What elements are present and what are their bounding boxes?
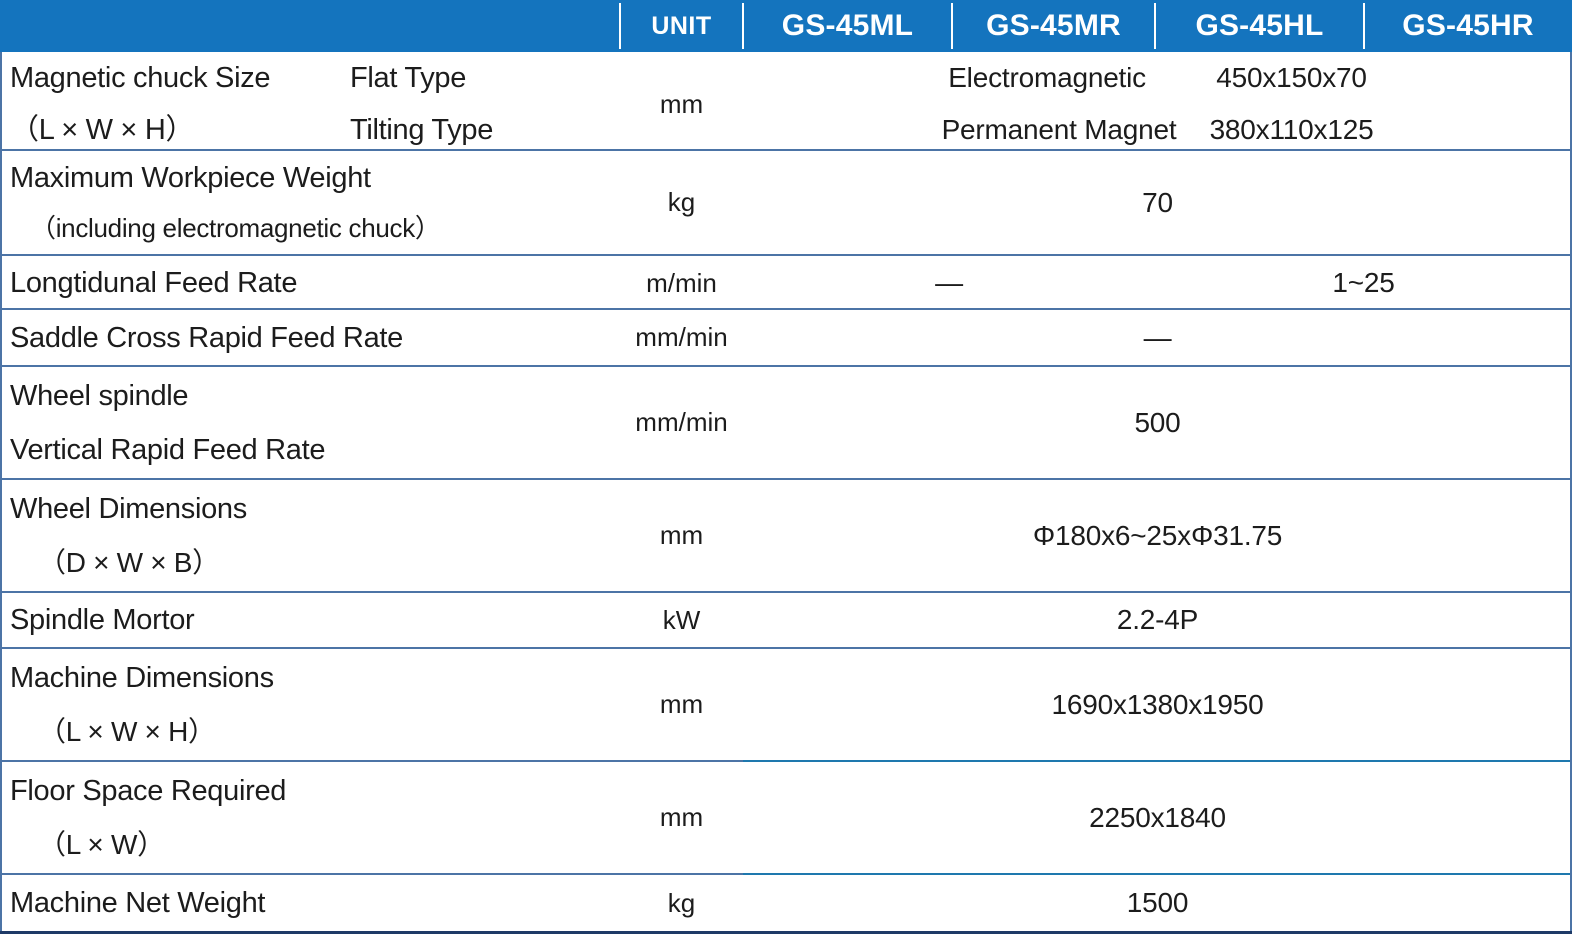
value-dimensions: 450x150x70 [1216, 62, 1367, 93]
row-label-cell: Machine Net Weight [0, 875, 620, 931]
value-cell: 2.2-4P [1116, 604, 1199, 635]
value-cell: 70 [1142, 186, 1173, 218]
value-cell-gs45ml-mr: — [935, 267, 963, 298]
row-machine-net-weight: Machine Net Weight kg 1500 [0, 875, 1572, 931]
row-label-cell: Maximum Workpiece Weight （including elec… [0, 151, 620, 254]
unit-cell: kg [667, 187, 696, 217]
row-label-line2: （L × W × H） [10, 114, 195, 146]
row-label-cell: Machine Dimensions （L × W × H） [0, 649, 620, 760]
unit-cell: mm [659, 689, 704, 719]
value-cell: 500 [1134, 406, 1181, 438]
row-longitudinal-feed-rate: Longtidunal Feed Rate m/min — 1~25 [0, 256, 1572, 310]
chuck-type-sublabels: Flat Type Tilting Type [350, 52, 493, 156]
unit-cell: mm/min [635, 322, 728, 352]
row-label-cell: Longtidunal Feed Rate [0, 256, 620, 310]
row-label-line2: （L × W × H） [38, 715, 216, 747]
value-cell: Electromagnetic 450x150x70 Permanent Mag… [743, 52, 1572, 156]
unit-cell: mm/min [635, 407, 728, 437]
row-label-line1: Spindle Mortor [10, 604, 195, 636]
row-label: Magnetic chuck Size （L × W × H） [10, 52, 350, 156]
column-header-model-gs45hr: GS-45HR [1363, 0, 1572, 52]
header-empty-cell [0, 0, 620, 52]
row-spindle-motor: Spindle Mortor kW 2.2-4P [0, 593, 1572, 649]
row-label-line1: Maximum Workpiece Weight [10, 161, 371, 194]
value-cell: 2250x1840 [1089, 801, 1226, 833]
value-type-name: Electromagnetic [948, 62, 1146, 93]
row-label-line1: Machine Dimensions [10, 661, 274, 694]
row-label-line2: （L × W） [38, 828, 165, 860]
row-floor-space-required: Floor Space Required （L × W） mm 2250x184… [0, 762, 1572, 875]
row-label-cell: Spindle Mortor [0, 593, 620, 647]
row-label-line1: Magnetic chuck Size [10, 62, 271, 94]
row-label-line2: （D × W × B） [38, 546, 220, 578]
row-machine-dimensions: Machine Dimensions （L × W × H） mm 1690x1… [0, 649, 1572, 762]
row-magnetic-chuck-size: Magnetic chuck Size （L × W × H） Flat Typ… [0, 52, 1572, 151]
sublabel-flat-type: Flat Type [350, 62, 467, 94]
column-header-model-gs45hl: GS-45HL [1154, 0, 1364, 52]
row-label-line1: Wheel spindle [10, 379, 189, 412]
table-left-border [0, 52, 2, 934]
row-label-cell: Magnetic chuck Size （L × W × H） Flat Typ… [0, 52, 620, 156]
value-dimensions: 380x110x125 [1209, 114, 1374, 145]
unit-cell: mm [659, 88, 704, 119]
sublabel-tilting-type: Tilting Type [350, 114, 494, 146]
unit-cell: m/min [646, 267, 717, 298]
row-max-workpiece-weight: Maximum Workpiece Weight （including elec… [0, 151, 1572, 256]
row-label-cell: Saddle Cross Rapid Feed Rate [0, 310, 620, 365]
value-cell-gs45hl-hr: 1~25 [1332, 267, 1395, 298]
header-row: UNIT GS-45ML GS-45MR GS-45HL GS-45HR [0, 0, 1572, 52]
row-label-line1: Wheel Dimensions [10, 492, 247, 525]
value-type-name: Permanent Magnet [941, 114, 1177, 145]
row-label-cell: Wheel spindle Vertical Rapid Feed Rate [0, 367, 620, 478]
unit-cell: mm [659, 520, 704, 550]
table-bottom-border [0, 931, 1572, 934]
unit-cell: kg [667, 887, 696, 918]
row-label-line2: （including electromagnetic chuck） [30, 212, 441, 243]
value-cell: 1500 [1126, 887, 1189, 918]
column-header-unit: UNIT [619, 0, 743, 52]
row-label-line1: Saddle Cross Rapid Feed Rate [10, 321, 403, 354]
table-right-border [1570, 52, 1572, 934]
row-label-cell: Wheel Dimensions （D × W × B） [0, 480, 620, 591]
value-cell: 1690x1380x1950 [1051, 688, 1264, 720]
unit-cell: mm [659, 802, 704, 832]
value-tilting-type: Permanent Magnet 380x110x125 [942, 104, 1374, 156]
value-cell: — [1143, 321, 1172, 353]
row-saddle-cross-rapid-feed-rate: Saddle Cross Rapid Feed Rate mm/min — [0, 310, 1572, 367]
column-header-model-gs45mr: GS-45MR [951, 0, 1155, 52]
row-label-line2: Vertical Rapid Feed Rate [10, 433, 326, 466]
column-header-model-gs45ml: GS-45ML [742, 0, 952, 52]
row-wheel-dimensions: Wheel Dimensions （D × W × B） mm Φ180x6~2… [0, 480, 1572, 593]
value-cell: Φ180x6~25xΦ31.75 [1032, 519, 1283, 551]
row-label-cell: Floor Space Required （L × W） [0, 762, 620, 873]
row-label-line1: Machine Net Weight [10, 887, 266, 919]
row-wheel-spindle-vertical-feed-rate: Wheel spindle Vertical Rapid Feed Rate m… [0, 367, 1572, 480]
value-flat-type: Electromagnetic 450x150x70 [948, 52, 1367, 104]
row-label-line1: Longtidunal Feed Rate [10, 267, 298, 299]
row-label-line1: Floor Space Required [10, 774, 287, 807]
unit-cell: kW [662, 604, 701, 635]
